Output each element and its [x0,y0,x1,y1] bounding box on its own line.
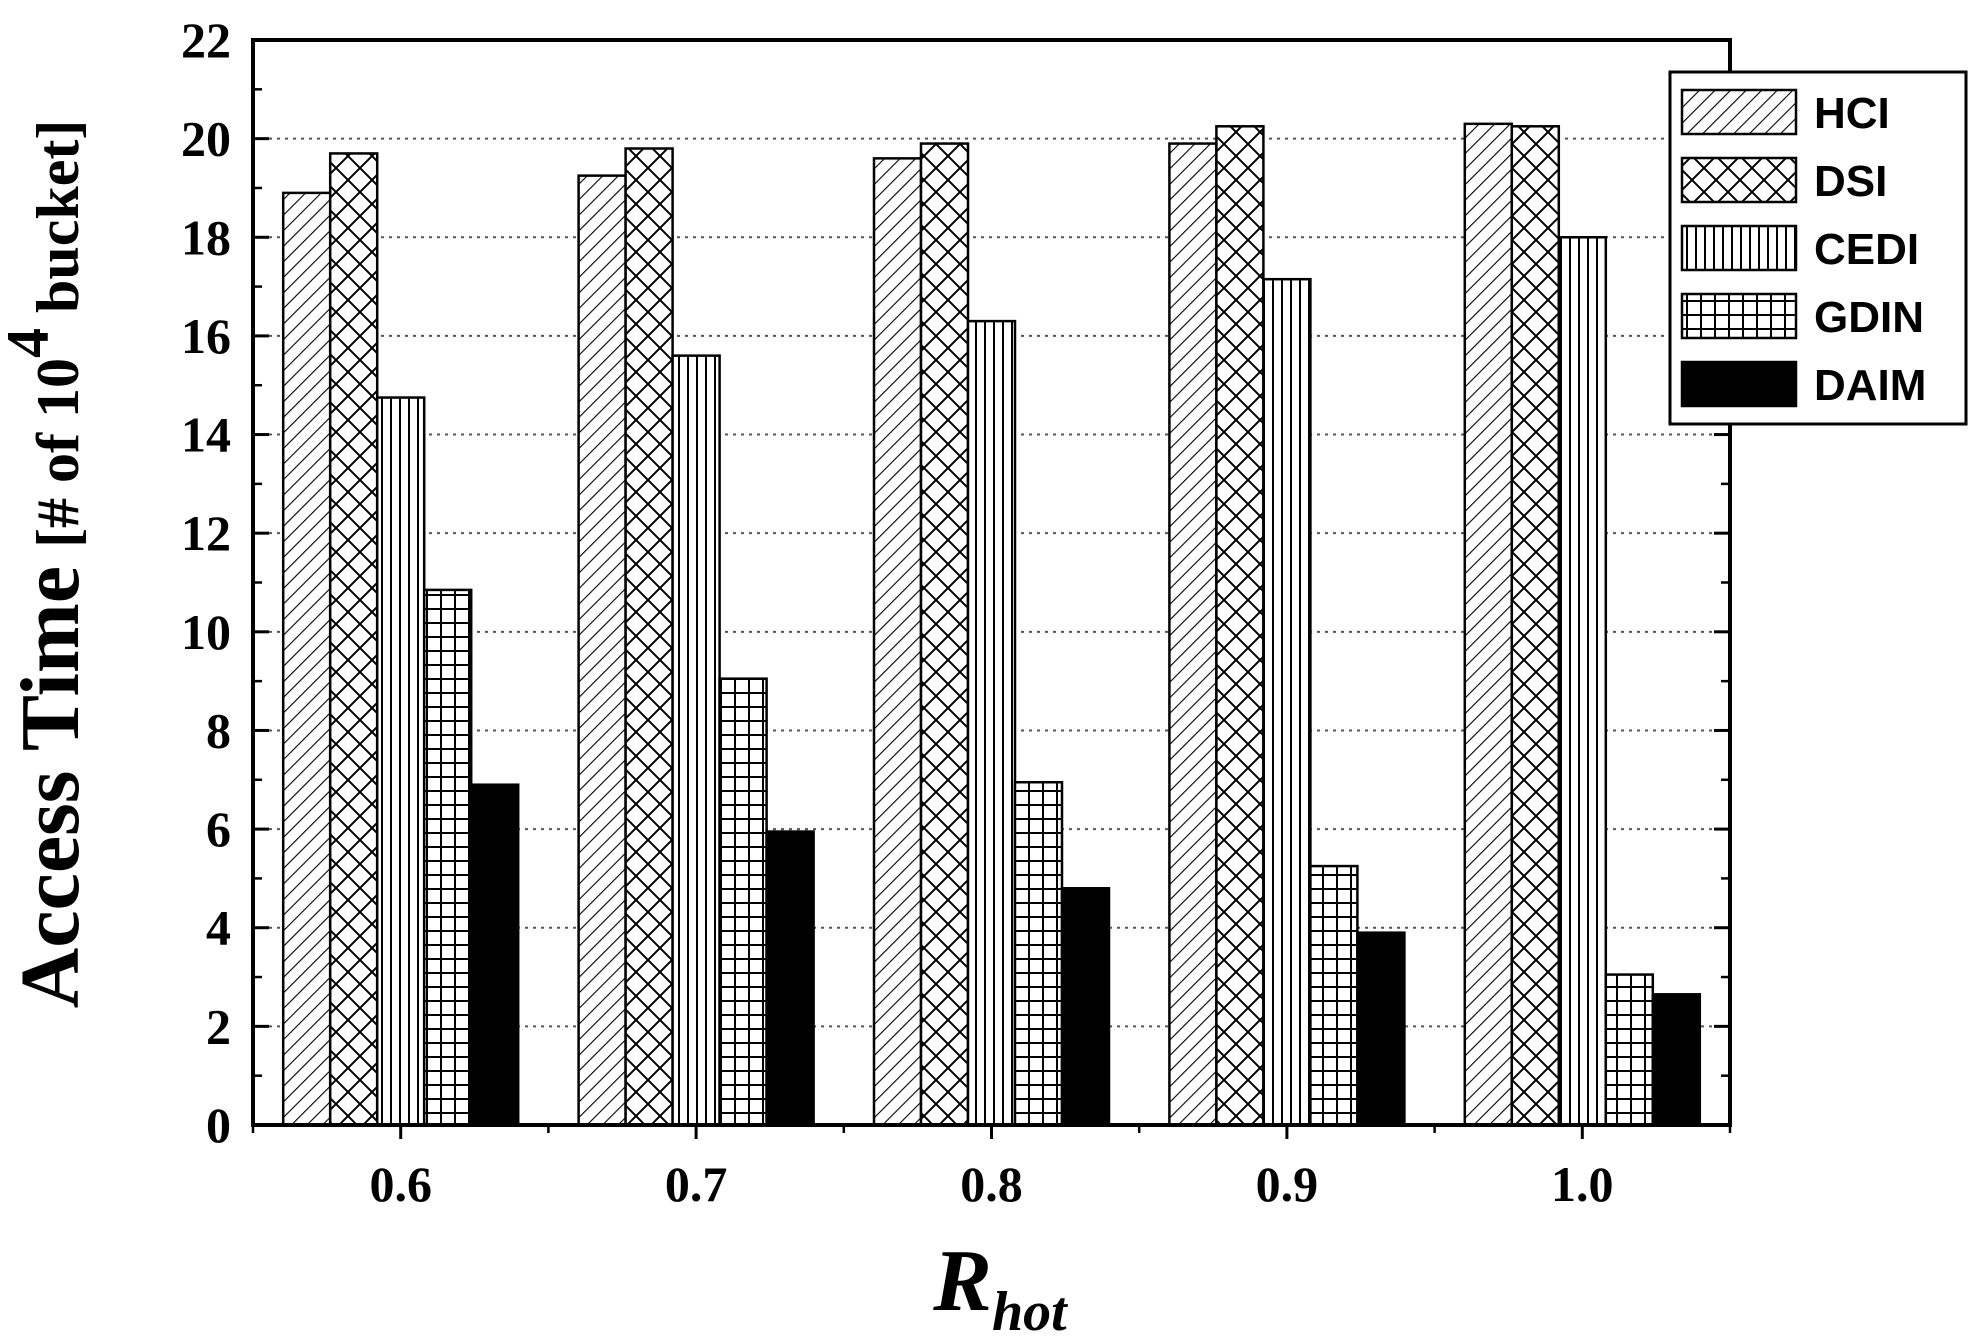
bar-cedi-0.6 [375,396,426,1127]
bar-hci-0.6 [281,191,332,1127]
legend-label-gdin: GDIN [1814,293,1924,342]
legend-swatch-gdin [1680,292,1798,340]
y-tick-label: 22 [181,12,231,68]
legend-swatch-hci [1680,88,1798,136]
legend: HCI DSI CEDI GDIN DAIM [1668,70,1968,426]
bar-hci-1.0 [1463,122,1514,1127]
y-tick-label: 10 [181,604,231,660]
bar-dsi-0.8 [919,142,970,1127]
y-tick-label: 8 [206,702,231,758]
x-tick-label: 0.6 [369,1156,432,1212]
y-tick-label: 2 [206,998,231,1054]
bar-cedi-1.0 [1557,236,1608,1127]
y-tick-label: 18 [181,209,231,265]
bar-daim-1.0 [1651,993,1702,1127]
legend-label-hci: HCI [1814,89,1890,138]
y-tick-label: 6 [206,801,231,857]
bar-gdin-0.9 [1309,864,1359,1127]
x-tick-label: 0.9 [1256,1156,1319,1212]
y-tick-label: 4 [206,900,231,956]
bar-dsi-0.7 [624,147,674,1127]
legend-label-daim: DAIM [1814,361,1926,410]
bar-hci-0.8 [872,157,923,1127]
legend-swatch-dsi [1680,156,1798,204]
x-tick-label: 0.7 [665,1156,728,1212]
legend-label-cedi: CEDI [1814,225,1919,274]
bar-dsi-1.0 [1510,125,1561,1127]
y-tick-label: 0 [206,1097,231,1153]
bar-dsi-0.6 [328,152,379,1127]
x-tick-label: 0.8 [960,1156,1023,1212]
bar-daim-0.7 [765,830,815,1127]
legend-swatch-daim [1680,360,1798,408]
bar-daim-0.9 [1356,931,1406,1127]
bar-daim-0.6 [469,783,520,1127]
x-tick-label: 1.0 [1551,1156,1614,1212]
bar-cedi-0.8 [966,319,1017,1127]
bar-hci-0.7 [577,174,627,1127]
bar-gdin-0.6 [422,588,473,1127]
bar-gdin-0.8 [1013,780,1064,1127]
bar-cedi-0.7 [671,354,721,1127]
legend-swatch-cedi [1680,224,1798,272]
plot-frame [251,38,1732,1127]
y-axis-label: Access Time[# of 104 bucket] [0,120,97,1009]
bar-hci-0.9 [1168,142,1218,1127]
y-tick-label: 12 [181,505,231,561]
legend-label-dsi: DSI [1814,157,1887,206]
y-tick-label: 16 [181,308,231,364]
y-tick-label: 14 [181,407,231,463]
bar-dsi-0.9 [1215,125,1265,1127]
bar-cedi-0.9 [1262,277,1312,1127]
bar-gdin-1.0 [1604,973,1655,1127]
bars [281,122,1702,1127]
bar-daim-0.8 [1060,887,1111,1127]
y-tick-label: 20 [181,111,231,167]
x-axis-label: Rhot [932,1233,1068,1339]
bar-gdin-0.7 [718,677,768,1127]
axis-ticks: 0 2 4 6 8 10 12 14 16 18 20 22 0.6 0.7 0.8 0.9 1.0 [181,12,1732,1212]
